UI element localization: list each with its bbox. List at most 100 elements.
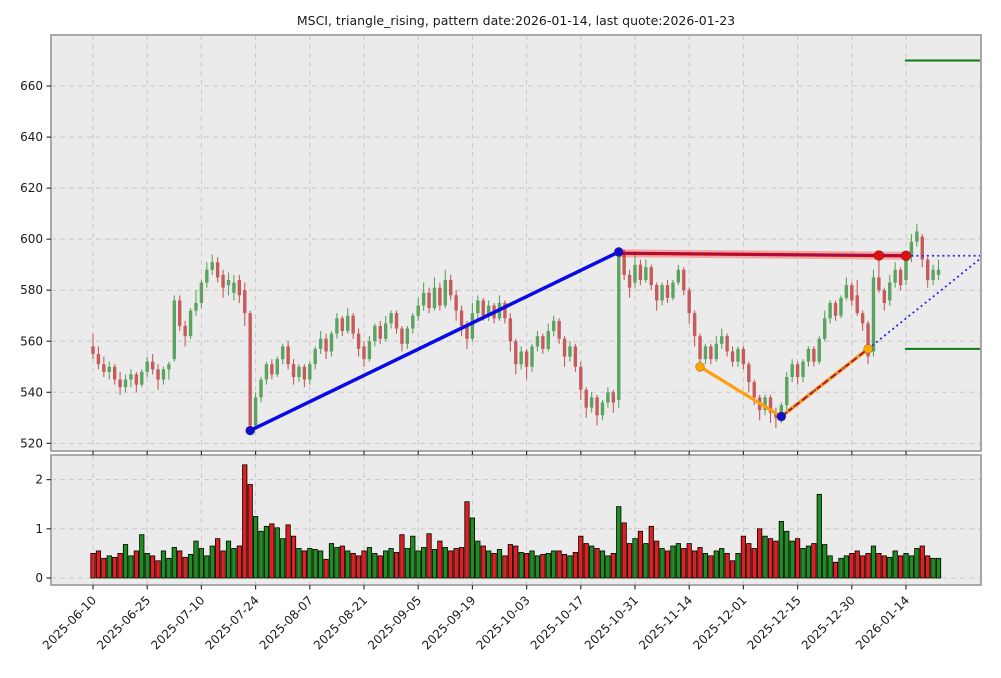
volume-bar [903,553,909,579]
volume-bar [496,549,503,579]
volume-bar [252,516,259,579]
candle-body [443,280,447,306]
volume-bar [469,517,476,579]
volume-bar [372,553,378,579]
volume-bar [529,550,535,579]
candle-body [91,346,95,355]
volume-bar [209,545,215,579]
candle-body [557,320,561,339]
candle-body [790,364,794,377]
candle-body [671,282,675,298]
volume-bar [561,553,568,579]
volume-bar [410,535,416,579]
candle-body [774,412,778,418]
volume-bar [865,553,871,579]
candle-body [855,295,859,314]
date-tick-label: 2025-10-17 [528,593,587,652]
volume-bar [632,538,638,579]
apex-extension-diagonal [867,257,982,350]
volume-tick-label: 2 [35,473,43,487]
volume-bar [616,506,622,579]
volume-bar [339,545,345,579]
volume-bar [117,553,123,579]
decline-line-orange [699,365,783,418]
resistance-line-blue-overlay [618,252,907,257]
candle-body [199,282,204,303]
volume-bar [90,553,96,579]
pivot-low-marker [245,425,256,436]
volume-bar [442,547,448,579]
volume-bar [534,555,541,579]
volume-bar [811,543,817,579]
volume-bar [355,555,362,579]
volume-bar [757,528,763,579]
rising-support-red-overlay [780,348,869,418]
candle-body [340,318,345,332]
candle-body [291,364,296,377]
volume-bar [719,548,725,579]
volume-bar [193,540,199,579]
candle-body [584,389,588,408]
candle-body [692,313,697,337]
volume-bar [729,560,736,579]
volume-bar [426,533,432,579]
candle-body [752,382,756,398]
pivot-high-marker [613,247,624,257]
candle-body [877,277,881,291]
candle-body [795,364,800,377]
volume-bar [697,547,703,579]
candle-body [302,366,307,380]
volume-bar [328,543,335,579]
volume-bar [925,555,931,579]
candle-body [665,285,670,298]
candle-body [573,346,578,367]
candle-body [622,254,626,275]
candle-body [210,262,214,270]
date-tick-label: 2025-12-01 [690,593,749,652]
date-tick-label: 2025-09-05 [365,593,424,652]
volume-bar [263,525,270,579]
candle-body [833,302,838,316]
volume-bar [545,553,551,579]
candle-body [107,366,111,372]
candle-body [698,336,702,360]
candle-body [183,325,187,337]
date-tick-label: 2025-10-31 [582,593,641,652]
volume-bar [654,540,660,579]
date-tick-label: 2025-08-21 [311,593,370,652]
candle-body [226,280,231,286]
candle-body [936,269,941,275]
pivot-low2-marker [776,411,787,422]
volume-bar [215,538,221,579]
date-tick-label: 2025-12-15 [745,593,804,652]
support-start-marker [695,361,705,372]
candle-body [172,300,176,360]
candle-body [844,285,849,298]
candle-body [714,343,718,360]
volume-bar [578,535,584,579]
volume-bar [773,540,779,579]
candle-body [140,371,144,385]
candle-body [546,331,550,349]
volume-bar [377,555,383,579]
resistance-touch-marker [873,250,885,261]
candle-body [270,364,274,375]
volume-bar [144,553,150,579]
volume-bar [122,544,129,579]
candle-body [552,320,556,332]
candle-body [335,318,339,334]
date-tick-label: 2025-11-14 [636,593,695,652]
volume-bar [935,557,942,579]
volume-bar [323,558,329,579]
volume-bar [914,548,920,579]
volume-bars-group [90,464,942,579]
candle-body [297,366,301,377]
candle-body [421,292,426,306]
volume-bar [626,543,633,579]
candle-body [449,280,453,296]
volume-bar [762,535,768,579]
date-tick-label: 2025-10-03 [474,593,533,652]
price-tick-label: 600 [20,232,43,246]
volume-bar [599,550,606,579]
volume-bar [751,548,757,579]
